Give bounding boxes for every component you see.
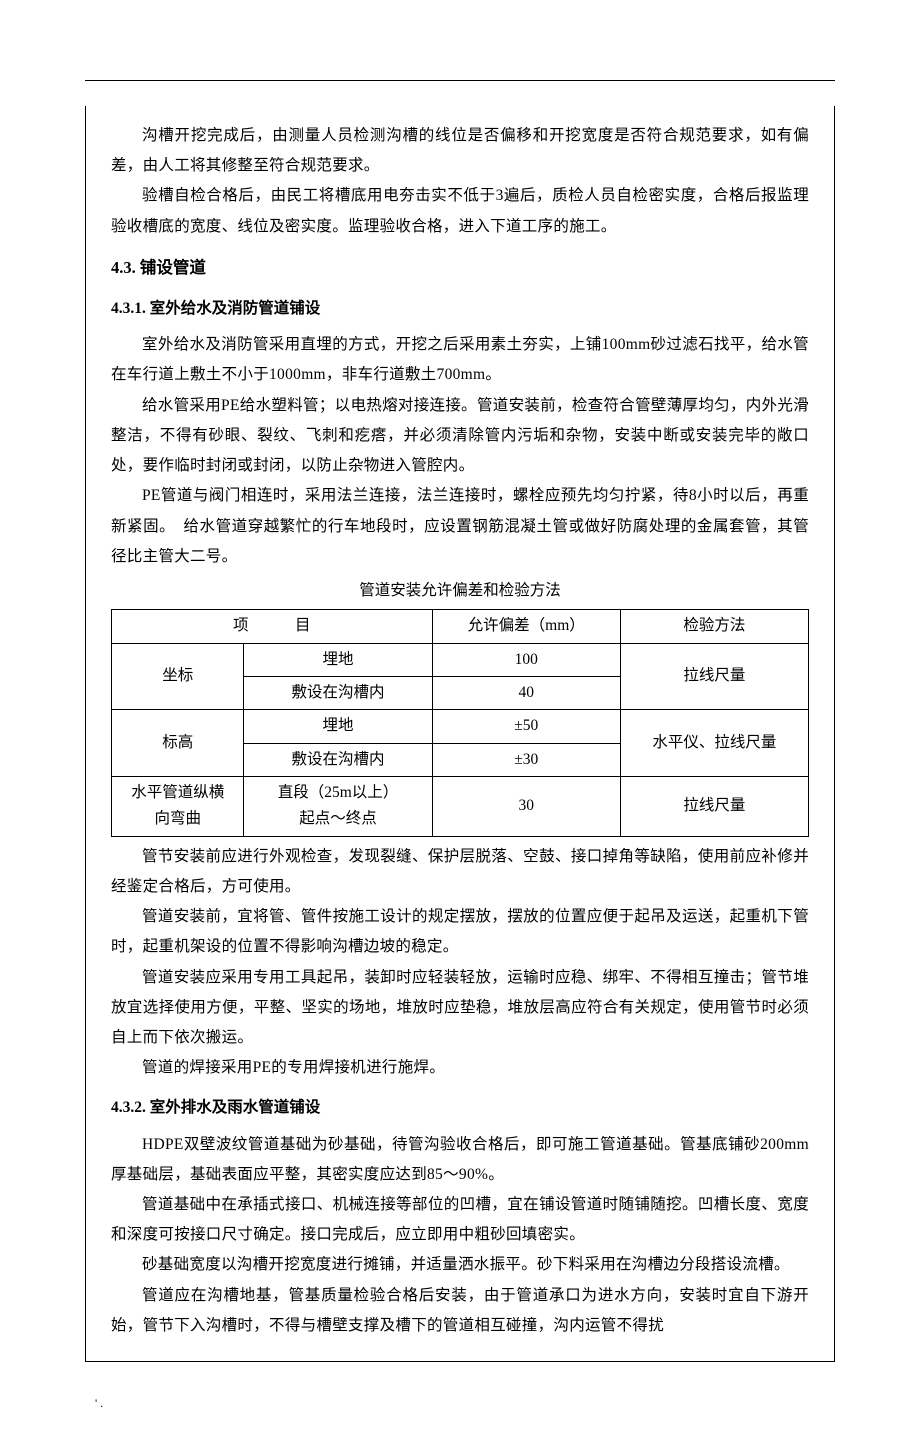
td-elev-method: 水平仪、拉线尺量 (620, 710, 808, 777)
td-horiz-sub-2: 起点～终点 (299, 810, 377, 827)
td-horiz-val: 30 (432, 776, 620, 836)
td-elev-buried: 埋地 (244, 710, 432, 743)
table-row: 标高 埋地 ±50 水平仪、拉线尺量 (112, 710, 809, 743)
td-horiz-label-1: 水平管道纵横 (131, 784, 224, 801)
th-tolerance: 允许偏差（mm） (432, 610, 620, 643)
para-inspection: 验槽自检合格后，由民工将槽底用电夯击实不低于3遍后，质检人员自检密实度，合格后报… (111, 181, 809, 241)
td-horiz-sub-1: 直段（25m以上） (278, 784, 399, 801)
td-elev-label: 标高 (112, 710, 244, 777)
para-drainage-3: 砂基础宽度以沟槽开挖宽度进行摊铺，并适量洒水振平。砂下料采用在沟槽边分段搭设流槽… (111, 1250, 809, 1280)
para-water-supply-2: 给水管采用PE给水塑料管；以电热熔对接连接。管道安装前，检查符合管壁薄厚均匀，内… (111, 391, 809, 482)
tolerance-table: 项 目 允许偏差（mm） 检验方法 坐标 埋地 100 拉线尺量 敷设在沟槽内 … (111, 609, 809, 836)
td-coord-method: 拉线尺量 (620, 643, 808, 710)
heading-4-3: 4.3. 铺设管道 (111, 252, 809, 284)
para-water-supply-1: 室外给水及消防管采用直埋的方式，开挖之后采用素土夯实，上铺100mm砂过滤石找平… (111, 330, 809, 390)
para-drainage-4: 管道应在沟槽地基，管基质量检验合格后安装，由于管道承口为进水方向，安装时宜自下游… (111, 1281, 809, 1341)
para-drainage-2: 管道基础中在承插式接口、机械连接等部位的凹槽，宜在铺设管道时随铺随挖。凹槽长度、… (111, 1190, 809, 1250)
para-pipe-weld: 管道的焊接采用PE的专用焊接机进行施焊。 (111, 1053, 809, 1083)
para-water-supply-3: PE管道与阀门相连时，采用法兰连接，法兰连接时，螺栓应预先均匀拧紧，待8小时以后… (111, 481, 809, 572)
heading-4-3-1: 4.3.1. 室外给水及消防管道铺设 (111, 294, 809, 324)
td-horiz-label-2: 向弯曲 (154, 810, 201, 827)
td-coord-trench-val: 40 (432, 676, 620, 709)
footer-mark: ' . (95, 1392, 835, 1415)
th-item: 项 目 (112, 610, 433, 643)
content-frame: 沟槽开挖完成后，由测量人员检测沟槽的线位是否偏移和开挖宽度是否符合规范要求，如有… (85, 106, 835, 1362)
table-row: 项 目 允许偏差（mm） 检验方法 (112, 610, 809, 643)
td-elev-buried-val: ±50 (432, 710, 620, 743)
td-elev-trench-val: ±30 (432, 743, 620, 776)
td-elev-trench: 敷设在沟槽内 (244, 743, 432, 776)
para-pipe-place: 管道安装前，宜将管、管件按施工设计的规定摆放，摆放的位置应便于起吊及运送，起重机… (111, 902, 809, 962)
heading-4-3-2: 4.3.2. 室外排水及雨水管道铺设 (111, 1093, 809, 1123)
td-coord-label: 坐标 (112, 643, 244, 710)
td-horiz-sub: 直段（25m以上） 起点～终点 (244, 776, 432, 836)
td-coord-buried: 埋地 (244, 643, 432, 676)
td-coord-trench: 敷设在沟槽内 (244, 676, 432, 709)
para-drainage-1: HDPE双壁波纹管道基础为砂基础，待管沟验收合格后，即可施工管道基础。管基底铺砂… (111, 1130, 809, 1190)
para-pipe-lift: 管道安装应采用专用工具起吊，装卸时应轻装轻放，运输时应稳、绑牢、不得相互撞击；管… (111, 963, 809, 1054)
td-horiz-method: 拉线尺量 (620, 776, 808, 836)
td-horiz-label: 水平管道纵横 向弯曲 (112, 776, 244, 836)
th-method: 检验方法 (620, 610, 808, 643)
table-row: 坐标 埋地 100 拉线尺量 (112, 643, 809, 676)
top-rule (85, 80, 835, 81)
para-trench-check: 沟槽开挖完成后，由测量人员检测沟槽的线位是否偏移和开挖宽度是否符合规范要求，如有… (111, 121, 809, 181)
table-row: 水平管道纵横 向弯曲 直段（25m以上） 起点～终点 30 拉线尺量 (112, 776, 809, 836)
para-pipe-check: 管节安装前应进行外观检查，发现裂缝、保护层脱落、空鼓、接口掉角等缺陷，使用前应补… (111, 842, 809, 902)
table-title: 管道安装允许偏差和检验方法 (111, 576, 809, 606)
td-coord-buried-val: 100 (432, 643, 620, 676)
